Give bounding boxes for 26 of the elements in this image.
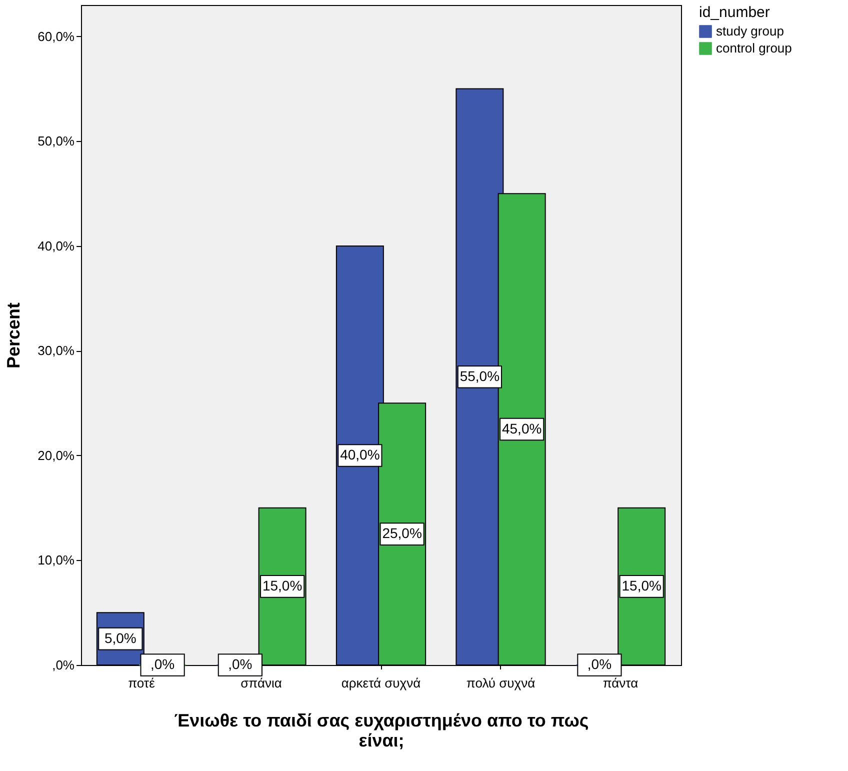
data-label: 55,0% — [460, 368, 500, 384]
x-tick-label: αρκετά συχνά — [341, 676, 422, 690]
data-label: 25,0% — [382, 525, 422, 542]
y-tick-label: 10,0% — [38, 552, 75, 568]
data-label: 15,0% — [622, 577, 662, 594]
y-axis-title: Percent — [4, 302, 24, 369]
x-tick-label: πάντα — [602, 676, 639, 690]
y-tick-label: 20,0% — [38, 448, 75, 463]
y-tick-label: 50,0% — [38, 134, 75, 149]
x-tick-label: ποτέ — [128, 676, 156, 690]
legend-label: control group — [716, 40, 792, 56]
data-label: ,0% — [228, 656, 252, 672]
y-tick-label: ,0% — [52, 658, 75, 672]
legend-label: study group — [716, 24, 784, 38]
data-label: 5,0% — [104, 630, 136, 646]
legend-title: id_number — [699, 4, 770, 21]
x-axis-title: Ένιωθε το παιδί σας ευχαριστημένο απο το πως είναι; — [174, 710, 589, 750]
data-label: 45,0% — [502, 420, 542, 436]
data-label: ,0% — [587, 656, 612, 672]
y-tick-label: 60,0% — [38, 28, 75, 44]
y-tick-label: 30,0% — [38, 343, 75, 358]
x-tick-label: σπάνια — [240, 676, 282, 690]
y-tick-label: 40,0% — [38, 238, 75, 254]
data-label: 40,0% — [340, 446, 380, 462]
data-label: 15,0% — [262, 577, 302, 594]
x-tick-label: πολύ συχνά — [466, 676, 536, 690]
